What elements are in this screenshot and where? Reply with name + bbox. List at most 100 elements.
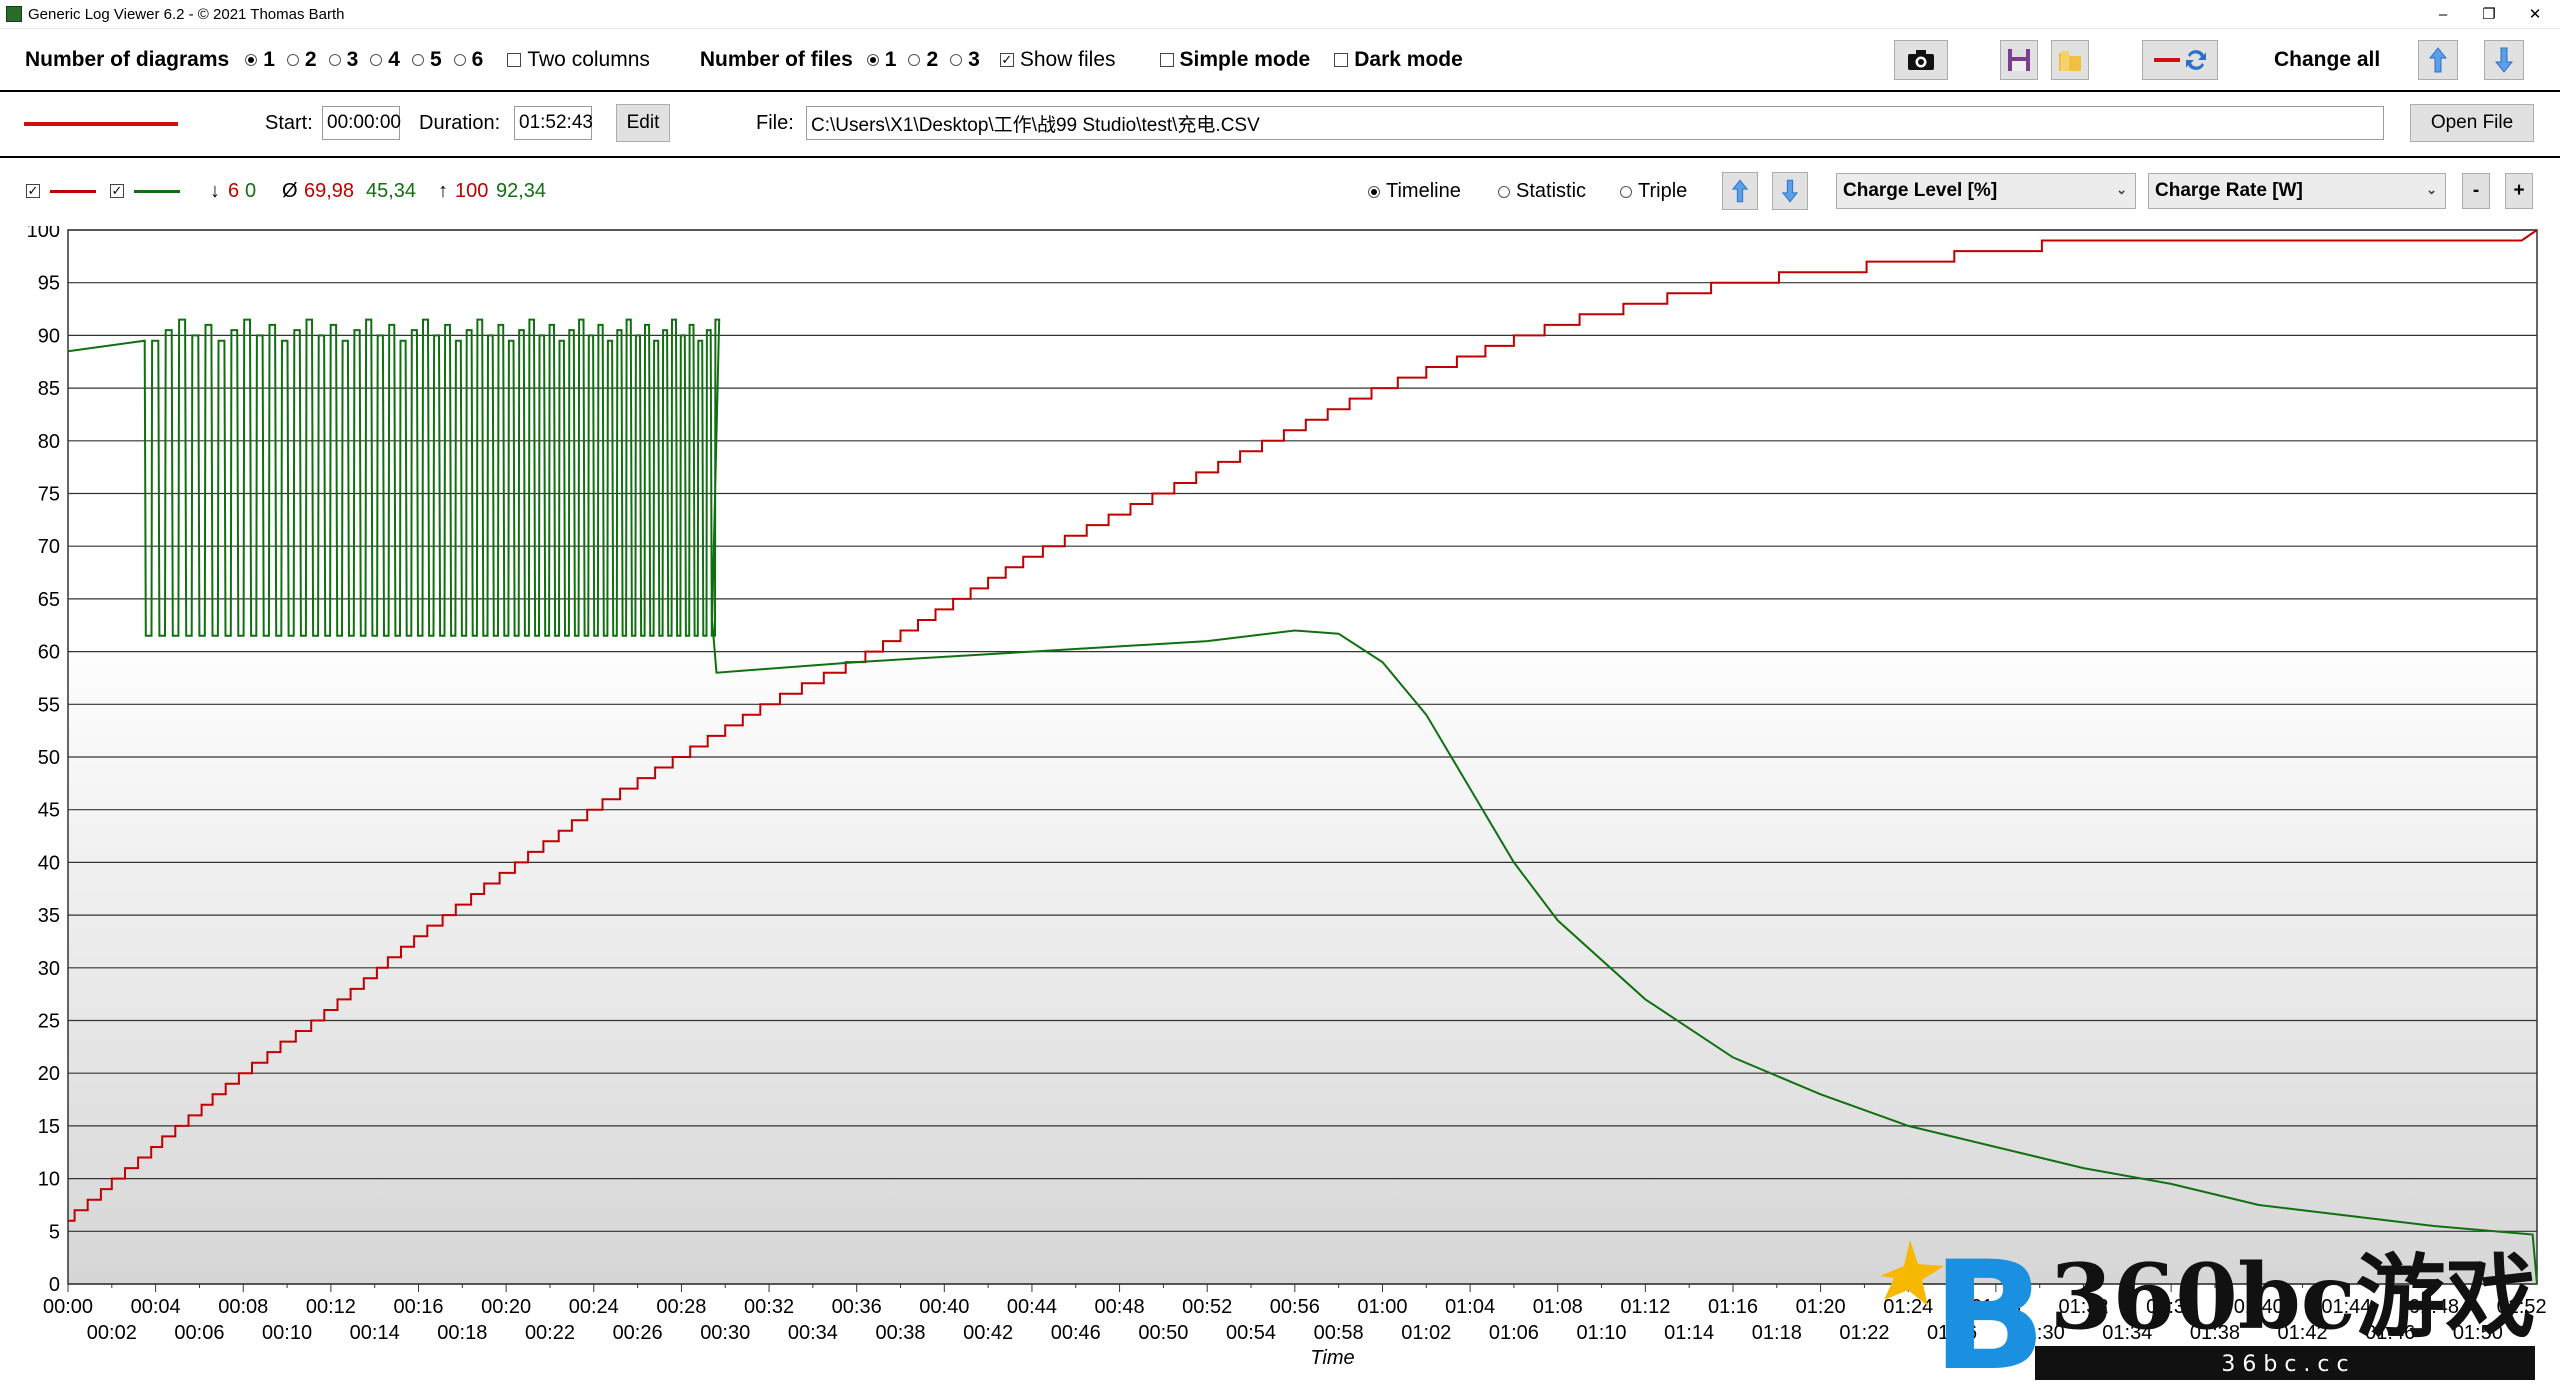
x-tick-label: 01:52 (2497, 1296, 2547, 1318)
close-icon[interactable]: ✕ (2528, 6, 2542, 23)
file-label: File: (756, 112, 794, 134)
start-input[interactable]: 00:00:00 (322, 106, 401, 140)
camera-icon[interactable] (1894, 40, 1948, 80)
diagrams-radio-3[interactable]: 3 (328, 48, 358, 72)
files-radio-3[interactable]: 3 (950, 48, 980, 72)
chart-up-icon[interactable] (1722, 172, 1758, 210)
y-tick-label: 20 (38, 1063, 60, 1085)
series2-select[interactable]: Charge Rate [W] ⌄ (2148, 173, 2446, 209)
x-tick-label: 01:40 (2234, 1296, 2284, 1318)
main-toolbar: Number of diagrams 1 2 3 4 5 6 Two colum… (0, 30, 2560, 92)
y-tick-label: 50 (38, 747, 60, 769)
diagrams-radio-5[interactable]: 5 (411, 48, 442, 72)
diagrams-radio-1[interactable]: 1 (245, 48, 275, 72)
edit-button[interactable]: Edit (616, 104, 670, 142)
number-of-diagrams-label: Number of diagrams (25, 48, 230, 71)
grid-lines (67, 229, 2538, 1285)
x-tick-label: 00:22 (525, 1322, 575, 1344)
max-icon: ↑ (438, 180, 448, 202)
open-file-button[interactable]: Open File (2410, 104, 2534, 142)
y-tick-label: 5 (49, 1221, 60, 1243)
x-tick-label: 01:00 (1357, 1296, 1407, 1318)
file-color-line[interactable] (24, 122, 178, 126)
y-tick-label: 55 (38, 694, 60, 716)
x-tick-label: 01:22 (1839, 1322, 1889, 1344)
x-tick-label: 00:42 (963, 1322, 1013, 1344)
x-tick-label: 00:24 (569, 1296, 619, 1318)
save-icon[interactable] (2000, 40, 2038, 80)
watermark-b-logo: B (1932, 1230, 2046, 1399)
arrow-up-icon[interactable] (2418, 40, 2458, 80)
minus-button[interactable]: - (2462, 173, 2490, 209)
x-tick-label: 00:20 (481, 1296, 531, 1318)
diagrams-radio-2[interactable]: 2 (286, 48, 317, 72)
x-tick-label: 00:58 (1314, 1322, 1364, 1344)
app-icon (6, 6, 22, 22)
x-tick-label: 00:50 (1138, 1322, 1188, 1344)
dark-mode-checkbox[interactable]: Dark mode (1334, 48, 1463, 72)
x-tick-label: 01:14 (1664, 1322, 1714, 1344)
x-tick-label: 01:26 (1927, 1322, 1977, 1344)
show-files-checkbox[interactable]: ✓ Show files (999, 48, 1116, 71)
timeline-radio[interactable]: Timeline (1368, 180, 1461, 203)
x-tick-label: 01:08 (1533, 1296, 1583, 1318)
y-tick-label: 45 (38, 800, 60, 822)
x-tick-label: 00:06 (174, 1322, 224, 1344)
x-tick-label: 01:02 (1401, 1322, 1451, 1344)
chart-down-icon[interactable] (1772, 172, 1808, 210)
minimize-icon[interactable]: – (2438, 5, 2448, 23)
triple-radio[interactable]: Triple (1620, 180, 1687, 203)
diagrams-radio-4[interactable]: 4 (370, 48, 400, 72)
x-tick-label: 01:12 (1620, 1296, 1670, 1318)
x-tick-label: 00:54 (1226, 1322, 1276, 1344)
x-tick-label: 00:18 (437, 1322, 487, 1344)
duration-input[interactable]: 01:52:43 (514, 106, 593, 140)
plot-border (67, 229, 2538, 1285)
avg-value-green: 45,34 (366, 180, 417, 202)
x-tick-label: 00:28 (656, 1296, 706, 1318)
watermark-subtext: 3 6 b c . c c (2221, 1352, 2348, 1377)
min-value-red: 6 (228, 180, 240, 202)
window-title: Generic Log Viewer 6.2 - © 2021 Thomas B… (28, 5, 345, 23)
folder-icon[interactable] (2051, 40, 2089, 80)
y-tick-label: 30 (38, 958, 60, 980)
y-tick-label: 65 (38, 589, 60, 611)
min-value-green: 0 (245, 180, 257, 202)
files-radio-1[interactable]: 1 (866, 48, 896, 72)
y-tick-label: 70 (38, 536, 60, 558)
x-tick-label: 01:30 (2015, 1322, 2065, 1344)
x-tick-label: 01:34 (2102, 1322, 2152, 1344)
start-label: Start: (265, 112, 313, 134)
statistic-radio[interactable]: Statistic (1498, 180, 1586, 203)
diagrams-radio-6[interactable]: 6 (453, 48, 483, 72)
swap-color-icon[interactable] (2142, 40, 2218, 80)
x-tick-label: 00:12 (306, 1296, 356, 1318)
x-tick-label: 00:48 (1095, 1296, 1145, 1318)
restore-icon[interactable]: ❐ (2482, 6, 2496, 23)
line-chart[interactable]: 0 5 10 15 20 25 30 35 40 45 50 55 60 65 70 75 80 85 90 95 10… (0, 226, 2560, 1399)
series-charge-rate-line (67, 318, 2538, 1285)
series1-select[interactable]: Charge Level [%] ⌄ (1836, 173, 2136, 209)
arrow-down-icon[interactable] (2484, 40, 2524, 80)
y-axis: 0 5 10 15 20 25 30 35 40 45 50 55 60 65 70 75 80 85 90 95 10… (27, 226, 60, 1296)
x-tick-label: 00:16 (393, 1296, 443, 1318)
avg-icon: Ø (282, 180, 298, 202)
max-value-green: 92,34 (496, 180, 547, 202)
x-tick-label: 00:04 (131, 1296, 181, 1318)
file-path-input[interactable]: C:\Users\X1\Desktop\工作\战99 Studio\test\充… (806, 106, 2384, 140)
y-tick-label: 60 (38, 642, 60, 664)
x-tick-label: 00:56 (1270, 1296, 1320, 1318)
plus-button[interactable]: + (2505, 173, 2533, 209)
y-tick-label: 90 (38, 325, 60, 347)
x-tick-label: 00:26 (613, 1322, 663, 1344)
series1-checkbox[interactable]: ✓ (26, 183, 40, 198)
file-row: Start: 00:00:00 Duration: 01:52:43 Edit … (0, 92, 2560, 158)
series2-checkbox[interactable]: ✓ (110, 183, 124, 198)
x-tick-label: 01:16 (1708, 1296, 1758, 1318)
simple-mode-checkbox[interactable]: Simple mode (1159, 48, 1310, 72)
max-value-red: 100 (455, 180, 489, 202)
files-radio-2[interactable]: 2 (908, 48, 938, 72)
two-columns-checkbox[interactable]: Two columns (507, 48, 650, 72)
x-tick-label: 00:02 (87, 1322, 137, 1344)
x-tick-label: 00:36 (832, 1296, 882, 1318)
